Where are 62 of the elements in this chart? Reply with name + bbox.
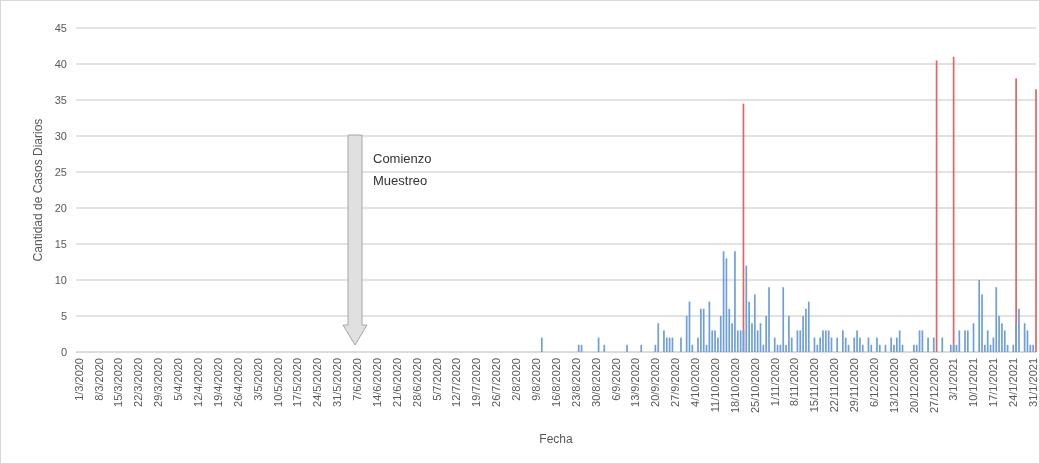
x-tick-label: 8/11/2020 (788, 358, 801, 407)
y-tick-label: 10 (54, 273, 67, 286)
y-tick-label: 35 (54, 93, 67, 106)
x-axis-title: Fecha (539, 432, 573, 446)
x-tick-label: 21/6/2020 (390, 358, 403, 407)
x-tick-label: 3/1/2021 (947, 358, 960, 401)
x-tick-label: 12/7/2020 (450, 358, 463, 407)
x-tick-label: 15/11/2020 (808, 358, 821, 413)
x-tick-label: 1/11/2020 (768, 358, 781, 407)
y-tick-label: 25 (54, 165, 67, 178)
x-tick-label: 5/7/2020 (430, 358, 443, 401)
y-tick-label: 40 (54, 57, 67, 70)
x-tick-label: 18/10/2020 (728, 358, 741, 414)
x-tick-label: 13/9/2020 (629, 358, 642, 407)
annotation: Comienzo Muestreo (373, 151, 432, 188)
x-tick-label: 7/6/2020 (351, 358, 364, 401)
y-tick-label: 20 (54, 201, 67, 214)
x-tick-label: 13/12/2020 (887, 358, 900, 414)
x-tick-label: 19/7/2020 (470, 358, 483, 407)
y-tick-label: 45 (54, 21, 67, 34)
x-tick-label: 4/10/2020 (689, 358, 702, 407)
x-tick-label: 15/3/2020 (112, 358, 125, 407)
x-tick-label: 22/11/2020 (828, 358, 841, 413)
y-tick-label: 0 (60, 345, 67, 358)
y-axis-title: Cantidad de Casos Diarios (31, 118, 45, 262)
y-tick-label: 15 (54, 237, 67, 250)
x-tick-label: 20/9/2020 (649, 358, 662, 407)
x-tick-label: 11/10/2020 (708, 358, 721, 413)
x-tick-label: 29/3/2020 (152, 358, 165, 407)
x-tick-label: 24/1/2021 (1007, 358, 1020, 407)
x-tick-label: 25/10/2020 (748, 358, 761, 414)
x-tick-label: 28/6/2020 (410, 358, 423, 407)
x-tick-label: 27/9/2020 (669, 358, 682, 407)
x-tick-label: 16/8/2020 (549, 358, 562, 407)
x-tick-label: 20/12/2020 (907, 358, 920, 414)
x-tick-label: 10/5/2020 (271, 358, 284, 407)
x-tick-label: 12/4/2020 (191, 358, 204, 407)
y-tick-label: 30 (54, 129, 67, 142)
x-tick-label: 6/12/2020 (867, 358, 880, 407)
x-tick-label: 3/5/2020 (251, 358, 264, 401)
x-tick-label: 19/4/2020 (211, 358, 224, 407)
x-tick-label: 23/8/2020 (569, 358, 582, 407)
y-tick-label: 5 (60, 309, 67, 322)
x-tick-label: 17/5/2020 (291, 358, 304, 407)
x-tick-label: 14/6/2020 (370, 358, 383, 407)
x-tick-label: 17/1/2021 (987, 358, 1000, 407)
x-tick-label: 9/8/2020 (529, 358, 542, 401)
x-tick-label: 6/9/2020 (609, 358, 622, 401)
x-tick-label: 26/7/2020 (490, 358, 503, 407)
x-tick-label: 24/5/2020 (311, 358, 324, 407)
x-tick-label: 10/1/2021 (967, 358, 980, 407)
x-tick-label: 8/3/2020 (92, 358, 105, 401)
x-tick-label: 26/4/2020 (231, 358, 244, 407)
x-tick-label: 27/12/2020 (927, 358, 940, 414)
x-tick-label: 5/4/2020 (172, 358, 185, 401)
x-tick-label: 1/3/2020 (72, 358, 85, 401)
x-tick-label: 31/5/2020 (331, 358, 344, 407)
x-tick-label: 2/8/2020 (510, 358, 523, 401)
x-tick-label: 22/3/2020 (132, 358, 145, 407)
x-tick-label: 29/11/2020 (848, 358, 861, 413)
x-tick-label: 30/8/2020 (589, 358, 602, 407)
x-tick-label: 31/1/2021 (1027, 358, 1040, 407)
